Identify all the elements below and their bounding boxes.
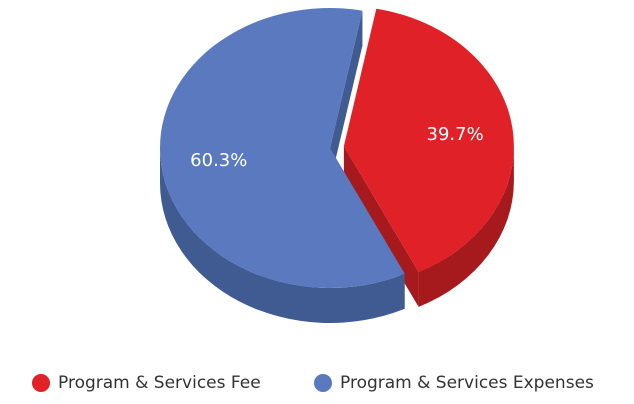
pie-slice-program-and-services-expenses[interactable] bbox=[160, 8, 405, 289]
slice-label-program-and-services-fee: 39.7% bbox=[427, 124, 484, 145]
chart-legend: Program & Services Fee Program & Service… bbox=[0, 370, 634, 396]
legend-label-program-services-fee: Program & Services Fee bbox=[58, 373, 261, 393]
pie-cut-wall-program-and-services-expenses bbox=[330, 10, 363, 184]
legend-item-program-services-fee[interactable]: Program & Services Fee bbox=[32, 370, 261, 396]
pie-side-program-and-services-expenses bbox=[160, 148, 405, 324]
legend-marker-program-services-fee bbox=[32, 374, 50, 392]
slice-label-program-and-services-expenses: 60.3% bbox=[190, 150, 247, 171]
pie-slice-program-and-services-fee[interactable] bbox=[343, 8, 514, 272]
legend-label-program-services-expenses: Program & Services Expenses bbox=[340, 373, 594, 393]
legend-marker-program-services-expenses bbox=[314, 374, 332, 392]
pie-side-program-and-services-fee bbox=[418, 146, 514, 307]
legend-item-program-services-expenses[interactable]: Program & Services Expenses bbox=[314, 370, 594, 396]
